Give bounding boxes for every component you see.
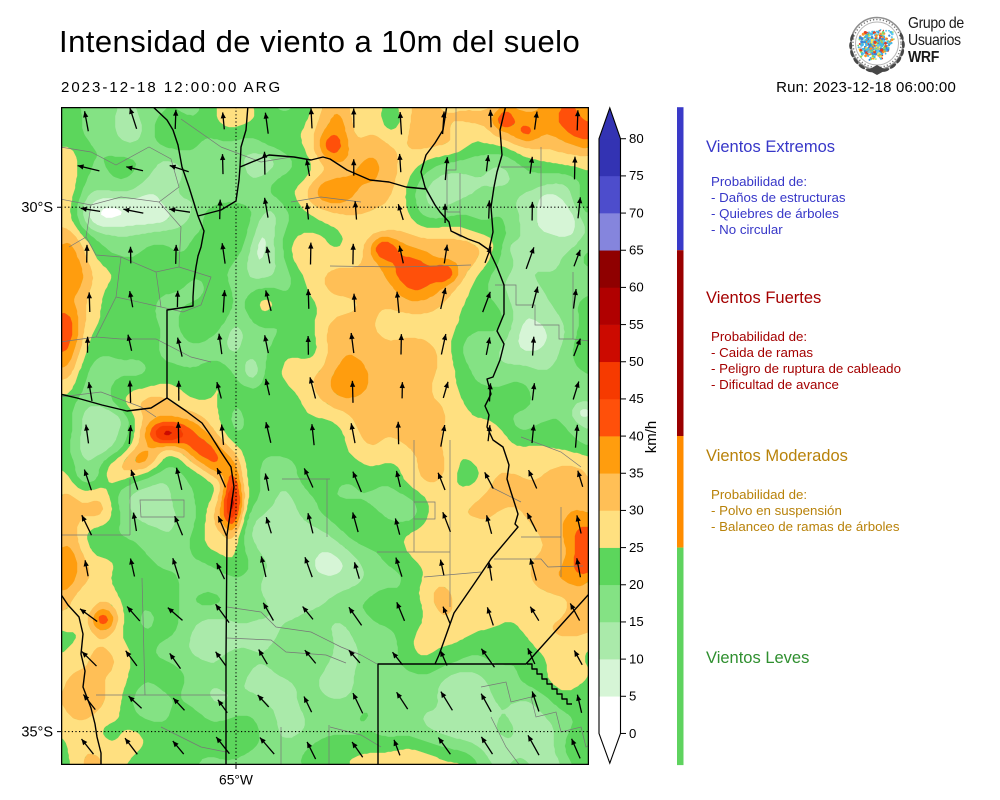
svg-text:30°S: 30°S (21, 200, 53, 216)
svg-text:60: 60 (629, 280, 644, 295)
svg-text:20: 20 (629, 577, 644, 592)
svg-text:0: 0 (629, 726, 636, 741)
svg-text:5: 5 (629, 689, 636, 704)
svg-text:80: 80 (629, 131, 644, 146)
svg-text:50: 50 (629, 354, 644, 369)
svg-text:35°S: 35°S (21, 725, 53, 741)
svg-text:25: 25 (629, 540, 644, 555)
svg-text:km/h: km/h (643, 421, 660, 454)
svg-text:70: 70 (629, 205, 644, 220)
svg-text:35: 35 (629, 466, 644, 481)
svg-text:65°W: 65°W (219, 773, 253, 788)
svg-text:40: 40 (629, 428, 644, 443)
svg-text:65: 65 (629, 243, 644, 258)
svg-text:10: 10 (629, 651, 644, 666)
svg-text:75: 75 (629, 168, 644, 183)
svg-text:45: 45 (629, 391, 644, 406)
svg-text:55: 55 (629, 317, 644, 332)
svg-text:30: 30 (629, 503, 644, 518)
svg-text:15: 15 (629, 614, 644, 629)
